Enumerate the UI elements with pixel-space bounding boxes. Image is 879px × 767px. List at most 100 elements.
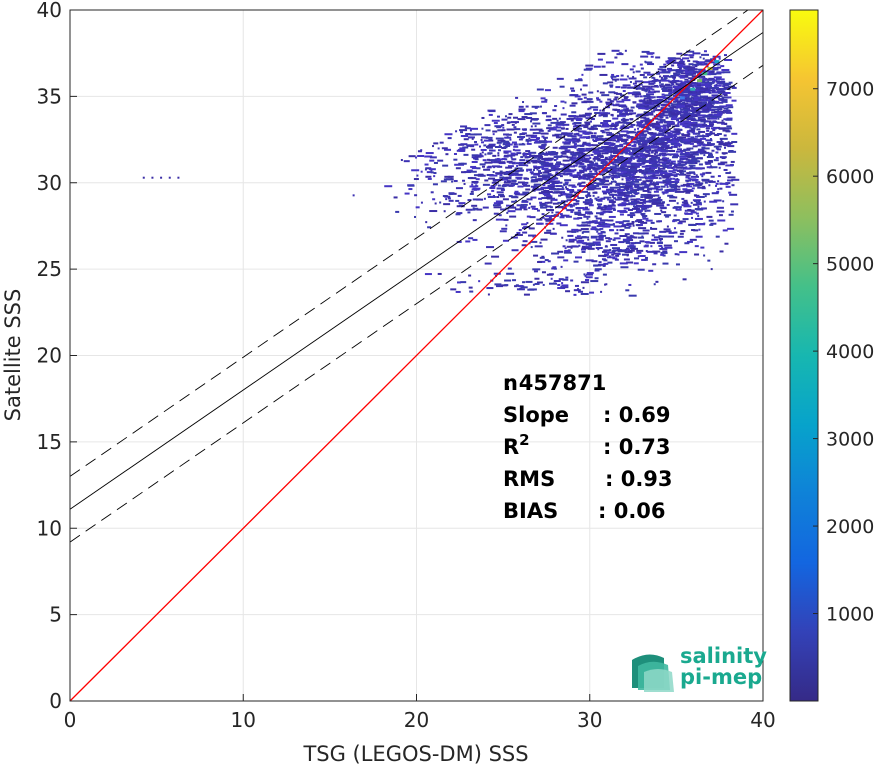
density-cell-3940 <box>585 279 590 282</box>
density-cell-719 <box>581 93 587 96</box>
density-cell-3170 <box>668 59 677 62</box>
density-cell-1388 <box>622 119 627 122</box>
density-cell-3653 <box>622 238 629 241</box>
density-cell-2679 <box>704 181 708 184</box>
density-cell-2653 <box>629 190 633 193</box>
density-cell-1694 <box>683 190 692 193</box>
density-cell-1716 <box>717 175 721 178</box>
density-cell-3099 <box>661 119 666 122</box>
density-cell-3449 <box>501 158 506 161</box>
density-cell-1443 <box>685 166 688 169</box>
density-cell-2693 <box>511 200 516 203</box>
density-cell-1250 <box>708 121 714 124</box>
density-cell-3520 <box>502 198 509 201</box>
colorbar-tick-label-2: 3000 <box>826 429 874 451</box>
density-cell-3293 <box>705 90 709 93</box>
density-cell-1344 <box>641 153 649 156</box>
density-cell-1961 <box>717 188 720 191</box>
density-cell-207 <box>568 117 576 120</box>
density-cell-2260 <box>469 192 474 195</box>
density-cell-2980 <box>705 59 713 62</box>
density-cell-2433 <box>453 179 458 182</box>
density-cell-334 <box>663 77 668 80</box>
density-cell-975 <box>658 177 662 180</box>
density-cell-614 <box>589 203 593 206</box>
density-cell-2264 <box>551 197 556 200</box>
density-cell-3827 <box>643 245 649 248</box>
density-cell-3211 <box>715 72 722 75</box>
density-cell-3825 <box>597 263 606 266</box>
density-cell-3310 <box>727 96 732 99</box>
density-cell-2440 <box>511 249 519 252</box>
density-cell-3151 <box>669 81 677 84</box>
density-cell-2709 <box>601 181 606 184</box>
density-cell-3241 <box>662 71 671 74</box>
density-cell-2663 <box>471 167 477 170</box>
density-cell-231 <box>600 227 604 230</box>
density-cell-3019 <box>695 103 702 106</box>
density-cell-3249 <box>707 99 711 102</box>
density-cell-2365 <box>556 222 562 225</box>
density-cell-2456 <box>609 200 613 203</box>
density-cell-3419 <box>500 178 509 181</box>
density-cell-535 <box>609 84 614 87</box>
density-cell-1845 <box>653 109 656 112</box>
density-cell-894 <box>594 112 601 115</box>
density-cell-3414 <box>505 143 513 146</box>
density-cell-2780 <box>498 214 502 217</box>
density-cell-2463 <box>573 122 582 125</box>
density-cell-453 <box>686 185 693 188</box>
density-cell-2076 <box>637 163 640 166</box>
density-cell-293 <box>675 208 681 211</box>
density-cell-2221 <box>550 121 559 124</box>
density-cell-3307 <box>698 117 701 120</box>
density-cell-1165 <box>618 114 626 117</box>
density-cell-2518 <box>523 181 529 184</box>
density-cell-3125 <box>698 103 702 106</box>
density-cell-1646 <box>618 137 623 140</box>
density-cell-580 <box>613 136 622 139</box>
density-cell-3779 <box>641 208 646 211</box>
density-cell-3634 <box>468 237 474 240</box>
density-cell-3557 <box>540 132 549 135</box>
density-cell-2413 <box>587 127 595 130</box>
density-cell-958 <box>685 162 688 165</box>
density-cell-906 <box>652 139 660 142</box>
density-cell-1738 <box>627 144 631 147</box>
density-cell-2196 <box>681 166 686 169</box>
density-cell-2332 <box>512 148 515 151</box>
density-cell-2465 <box>484 179 489 182</box>
density-cell-3869 <box>591 226 597 229</box>
density-cell-3254 <box>685 99 689 102</box>
density-cell-2587 <box>552 134 560 137</box>
density-cell-3891 <box>601 258 606 261</box>
density-cell-3299 <box>677 120 683 123</box>
density-cell-2761 <box>505 170 509 173</box>
density-cell-1643 <box>622 84 631 87</box>
density-cell-1484 <box>611 147 615 150</box>
density-cell-1215 <box>636 133 643 136</box>
density-cell-1272 <box>722 129 730 132</box>
density-cell-1293 <box>608 132 612 135</box>
density-cell-1590 <box>682 183 690 186</box>
density-cell-3185 <box>699 56 702 59</box>
density-cell-3078 <box>646 130 649 133</box>
density-cell-1826 <box>593 65 601 68</box>
density-cell-3213 <box>686 81 690 84</box>
density-cell-2383 <box>578 175 582 178</box>
density-cell-2317 <box>550 199 553 202</box>
density-cell-3318 <box>661 95 666 98</box>
density-cell-3243 <box>688 105 694 108</box>
density-cell-2637 <box>507 171 511 174</box>
density-cell-3082 <box>692 69 695 72</box>
y-tick-label-4: 20 <box>37 344 62 368</box>
density-cell-3475 <box>505 144 511 147</box>
density-cell-3162 <box>703 77 706 80</box>
density-cell-469 <box>670 186 676 189</box>
density-cell-2252 <box>673 206 682 209</box>
density-cell-876 <box>600 113 608 116</box>
density-cell-1960 <box>724 242 729 245</box>
density-cell-2586 <box>602 222 608 225</box>
density-cell-1522 <box>703 154 706 157</box>
density-cell-1168 <box>690 190 694 193</box>
